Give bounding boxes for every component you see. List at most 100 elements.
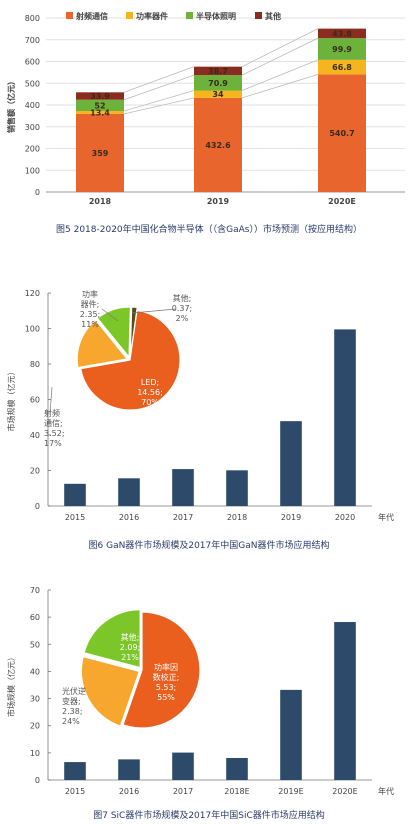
connector-line xyxy=(123,97,195,115)
legend-swatch xyxy=(255,12,262,19)
pie-label: 其他; 2.09; 21% xyxy=(120,632,141,662)
x-axis-title: 年代 xyxy=(378,786,394,796)
pie-slice xyxy=(122,611,201,729)
chart-2: 0 20 40 60 80 100 120 市场规模（亿元） 2015 2016 2017 2018 2… xyxy=(0,285,418,555)
pie-label: 功率器件; 2.35; 11% xyxy=(80,289,101,329)
data-label: 52 xyxy=(94,101,105,110)
bar-segment xyxy=(318,74,366,192)
x-tick-label: 2020E xyxy=(328,197,356,206)
data-label: 99.9 xyxy=(332,45,352,54)
bar-segment xyxy=(318,38,366,60)
y-tick-label: 0 xyxy=(35,502,40,511)
y-tick-label: 700 xyxy=(25,36,40,45)
bar-segment xyxy=(76,99,124,112)
y-tick-label: 400 xyxy=(25,101,40,110)
bar xyxy=(280,421,302,506)
y-tick-label: 200 xyxy=(25,145,40,154)
legend-label: 其他 xyxy=(265,11,281,21)
y-tick-label: 70 xyxy=(30,586,40,595)
y-tick-label: 60 xyxy=(30,396,40,405)
bar-segment xyxy=(76,113,124,192)
chart-3-caption: 图7 SiC器件市场规模及2017年中国SiC器件市场应用结构 xyxy=(93,811,325,821)
y-tick-label: 800 xyxy=(25,14,40,23)
y-tick-label: 20 xyxy=(30,722,40,731)
connector-line xyxy=(123,74,195,101)
bar-segment xyxy=(194,66,242,76)
connector-line xyxy=(123,66,195,93)
chart-3: 0 10 20 30 40 50 60 70 市场规模（亿元） 2015 2016 2017 2018E… xyxy=(0,580,418,824)
y-tick-label: 30 xyxy=(30,695,40,704)
pie-slice xyxy=(96,306,132,359)
chart-1-caption: 图5 2018-2020年中国化合物半导体（（含GaAs））市场预测（按应用结构… xyxy=(56,225,362,235)
pie-label: 光伏逆变器; 2.38; 24% xyxy=(62,686,86,726)
y-tick-label: 100 xyxy=(25,325,40,334)
y-tick-label: 0 xyxy=(35,776,40,785)
pie-label: 功率因数校正; 5.53; 55% xyxy=(153,662,180,702)
data-label: 432.6 xyxy=(205,141,231,150)
legend-label: 功率器件 xyxy=(136,11,168,21)
y-axis-title: 市场规模（亿元） xyxy=(6,368,16,432)
y-tick-label: 80 xyxy=(30,360,40,369)
x-tick-label: 2018 xyxy=(89,197,112,206)
y-tick-label: 20 xyxy=(30,467,40,476)
bar xyxy=(64,762,86,780)
bar-segment xyxy=(194,90,242,98)
bar xyxy=(226,470,248,506)
pie-slice xyxy=(129,306,138,358)
pie-slice xyxy=(76,319,129,369)
x-tick-label: 2020E xyxy=(332,787,357,796)
x-tick-label: 2016 xyxy=(119,513,139,522)
y-tick-label: 300 xyxy=(25,123,40,132)
connector-line xyxy=(241,74,319,99)
chart-2-caption: 图6 GaN器件市场规模及2017年中国GaN器件市场应用结构 xyxy=(88,541,330,551)
x-tick-label: 2019E xyxy=(278,787,303,796)
pie-label: 其他; 0.37; 2% xyxy=(172,293,193,323)
pie-leader-line xyxy=(101,308,119,322)
x-tick-label: 2017 xyxy=(173,787,193,796)
bar-segment xyxy=(194,75,242,91)
x-tick-label: 2018 xyxy=(227,513,247,522)
data-label: 359 xyxy=(92,149,109,158)
pie-slice xyxy=(80,309,181,411)
y-tick-label: 120 xyxy=(25,289,40,298)
x-tick-label: 2017 xyxy=(173,513,193,522)
chart-2-svg: 0 20 40 60 80 100 120 市场规模（亿元） 2015 2016 2017 2018 2… xyxy=(6,289,394,522)
bar xyxy=(64,483,86,506)
data-label: 540.7 xyxy=(329,129,354,138)
bar-segment xyxy=(318,28,366,39)
y-tick-label: 40 xyxy=(30,667,40,676)
y-tick-label: 100 xyxy=(25,166,40,175)
connector-line xyxy=(241,59,319,91)
bar xyxy=(334,329,356,506)
pie-slice xyxy=(80,655,141,727)
bar xyxy=(118,478,140,506)
data-label: 70.9 xyxy=(208,79,228,88)
legend-swatch xyxy=(186,12,193,19)
x-tick-label: 2015 xyxy=(65,787,85,796)
bar-segment xyxy=(194,97,242,192)
bar xyxy=(280,689,302,780)
chart-1-svg: 0 100 200 300 400 500 600 700 800 销售额（亿元） 射频通信 功率器件… xyxy=(6,11,405,206)
chart-3-svg: 0 10 20 30 40 50 60 70 市场规模（亿元） 2015 2016 2017 2018E… xyxy=(6,586,394,796)
bar xyxy=(118,759,140,780)
legend-swatch xyxy=(66,12,73,19)
x-tick-label: 2018E xyxy=(224,787,249,796)
x-axis-title: 年代 xyxy=(378,512,394,522)
bar-segment xyxy=(318,59,366,75)
y-tick-label: 10 xyxy=(30,749,40,758)
x-tick-label: 2019 xyxy=(281,513,301,522)
data-label: 34 xyxy=(212,90,224,99)
y-tick-label: 0 xyxy=(35,188,40,197)
x-tick-label: 2020 xyxy=(335,513,355,522)
data-label: 33.9 xyxy=(90,92,110,101)
pie-leader-line xyxy=(131,308,177,314)
bar xyxy=(172,469,194,506)
legend-swatch xyxy=(126,12,133,19)
x-tick-label: 2015 xyxy=(65,513,85,522)
pie-label: 射频通信; 3.52; 17% xyxy=(44,408,65,448)
y-tick-label: 60 xyxy=(30,613,40,622)
y-tick-label: 50 xyxy=(30,640,40,649)
connector-line xyxy=(241,37,319,76)
y-tick-label: 40 xyxy=(30,431,40,440)
chart-1: 0 100 200 300 400 500 600 700 800 销售额（亿元） 射频通信 功率器件… xyxy=(0,0,418,240)
